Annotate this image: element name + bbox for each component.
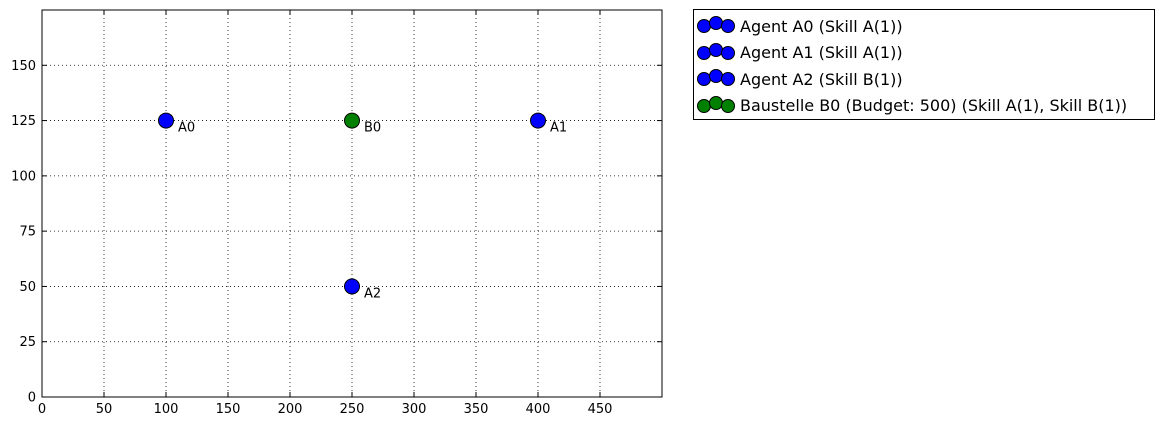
x-tick-label: 100 (154, 402, 179, 417)
data-point (158, 112, 174, 129)
x-tick-label: 450 (588, 402, 613, 417)
legend-entry: Agent A2 (Skill B(1)) (694, 66, 903, 92)
x-tick-label: 400 (526, 402, 551, 417)
legend-marker (696, 95, 736, 117)
y-tick-label: 50 (19, 280, 36, 295)
point-label: A2 (364, 286, 381, 301)
legend-marker-dot (721, 45, 735, 60)
point-label: A0 (178, 121, 195, 136)
y-tick-label: 25 (19, 335, 36, 350)
legend: Agent A0 (Skill A(1)) Agent A1 (Skill A(1… (693, 9, 1155, 120)
legend-entry: Agent A1 (Skill A(1)) (694, 40, 903, 66)
legend-label: Baustelle B0 (Budget: 500) (Skill A(1), … (740, 96, 1128, 115)
legend-marker (696, 15, 736, 37)
y-tick-label: 75 (19, 225, 36, 240)
data-point (344, 278, 360, 295)
legend-marker-dot (721, 72, 735, 86)
data-point (344, 112, 360, 129)
x-tick-label: 350 (464, 402, 489, 417)
legend-label: Agent A1 (Skill A(1)) (740, 43, 903, 62)
y-tick-label: 0 (28, 391, 36, 406)
x-tick-label: 50 (96, 402, 113, 417)
x-tick-label: 0 (38, 402, 46, 417)
x-tick-label: 200 (278, 402, 303, 417)
x-tick-label: 150 (216, 402, 241, 417)
legend-marker (696, 68, 736, 90)
legend-marker-dot (721, 19, 735, 33)
x-tick-label: 300 (402, 402, 427, 417)
plot-frame (41, 9, 663, 398)
data-point (530, 112, 546, 129)
y-tick-label: 125 (11, 114, 36, 129)
legend-label: Agent A2 (Skill B(1)) (740, 69, 903, 89)
x-tick-label: 250 (340, 402, 365, 417)
legend-marker-dot (721, 98, 735, 113)
legend-label: Agent A0 (Skill A(1)) (740, 16, 903, 36)
point-label: A1 (550, 121, 567, 136)
legend-entry: Agent A0 (Skill A(1)) (694, 13, 903, 39)
legend-marker (696, 42, 736, 64)
y-tick-label: 100 (11, 169, 36, 184)
point-label: B0 (364, 121, 381, 136)
y-tick-label: 150 (11, 59, 36, 74)
legend-entry: Baustelle B0 (Budget: 500) (Skill A(1), … (694, 93, 1127, 119)
